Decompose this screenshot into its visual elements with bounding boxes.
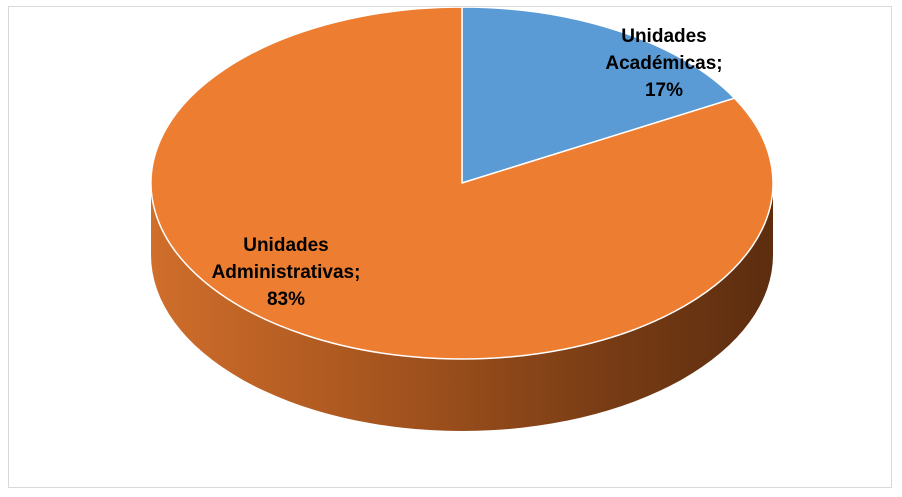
pie-slice-0	[461, 7, 736, 184]
label-line: Administrativas;	[211, 262, 361, 283]
slice-label-academicas: Unidades Académicas; 17%	[594, 23, 734, 104]
pie-slice-1	[150, 7, 774, 360]
pie-slice-side-1	[151, 183, 773, 431]
chart-area: Unidades Académicas; 17% Unidades Admini…	[8, 6, 892, 488]
label-line: Unidades	[621, 26, 707, 47]
label-line: Académicas;	[605, 53, 723, 74]
slice-label-administrativas: Unidades Administrativas; 83%	[196, 232, 376, 313]
pie-chart	[150, 7, 774, 431]
label-value: 83%	[266, 289, 306, 310]
label-value: 17%	[644, 80, 684, 101]
label-line: Unidades	[243, 235, 329, 256]
